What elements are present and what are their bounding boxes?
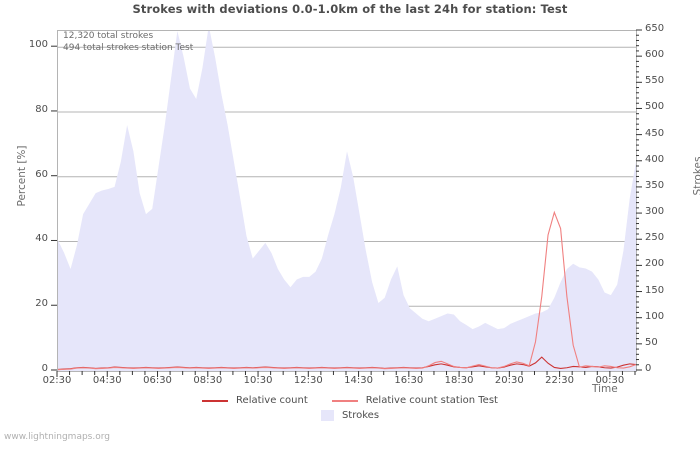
y-axis-right-tick-label: 150 <box>645 284 665 296</box>
y-axis-left-tick-label: 0 <box>41 363 48 374</box>
x-axis-title: Time <box>592 383 618 395</box>
x-axis-tick-label: 04:30 <box>92 375 122 386</box>
y-axis-left-tick-label: 20 <box>35 298 48 310</box>
legend-row-2: Strokes <box>0 408 700 423</box>
x-axis-tick-label: 22:30 <box>545 375 574 386</box>
chart-legend: Relative count Relative count station Te… <box>0 393 700 423</box>
legend-label-relative-count-station: Relative count station Test <box>365 395 498 406</box>
x-axis-tick-label: 06:30 <box>143 375 172 386</box>
y-axis-right-tick-label: 50 <box>645 336 658 348</box>
y-axis-right-title: Strokes <box>692 156 700 196</box>
y-axis-right-tick-label: 650 <box>645 23 665 34</box>
y-axis-right-tick-label: 550 <box>645 75 665 87</box>
y-axis-right-tick-label: 250 <box>645 232 665 244</box>
series-line-relative-count-station <box>58 210 636 371</box>
legend-area-swatch-icon <box>320 410 334 421</box>
x-axis-tick-label: 14:30 <box>344 375 373 386</box>
y-axis-left-title: Percent [%] <box>16 145 28 207</box>
x-axis-tick-label: 18:30 <box>444 375 474 386</box>
legend-line-swatch-icon <box>202 399 229 402</box>
plot-svg <box>58 31 636 371</box>
annotation-station-strokes: 494 total strokes station Test <box>63 43 194 53</box>
legend-label-relative-count: Relative count <box>236 395 308 406</box>
legend-label-strokes: Strokes <box>341 410 380 421</box>
legend-item-relative-count-station[interactable]: Relative count station Test <box>331 395 498 406</box>
y-axis-left-tick-label: 40 <box>35 233 48 245</box>
series-area-strokes <box>58 31 636 371</box>
y-axis-right-tick-label: 300 <box>645 206 665 218</box>
x-axis-tick-label: 10:30 <box>243 375 273 386</box>
x-axis-tick-label: 02:30 <box>42 375 72 386</box>
x-axis-tick-label: 16:30 <box>394 375 424 386</box>
y-axis-right-tick-label: 200 <box>645 258 665 270</box>
y-axis-right-tick-label: 400 <box>645 153 665 165</box>
y-axis-left-tick-label: 60 <box>35 168 48 180</box>
x-axis-tick-label: 12:30 <box>293 375 323 386</box>
annotation-total-strokes: 12,320 total strokes <box>63 31 154 41</box>
legend-item-strokes[interactable]: Strokes <box>320 410 380 421</box>
legend-line-swatch-light-icon <box>331 399 358 402</box>
plot-area <box>57 30 637 372</box>
legend-row-1: Relative count Relative count station Te… <box>0 393 700 408</box>
y-axis-left-tick-label: 80 <box>35 103 48 115</box>
chart-title: Strokes with deviations 0.0-1.0km of the… <box>132 2 568 16</box>
x-axis-tick-label: 08:30 <box>193 375 223 386</box>
y-axis-left-tick-label: 100 <box>28 39 48 51</box>
x-axis-tick-label: 20:30 <box>494 375 524 386</box>
y-axis-right-tick-label: 450 <box>645 127 665 139</box>
y-axis-right-tick-label: 100 <box>645 310 665 322</box>
series-layer <box>58 31 636 371</box>
y-axis-right-tick-label: 350 <box>645 179 665 191</box>
legend-item-relative-count[interactable]: Relative count <box>202 395 308 406</box>
footer-url: www.lightningmaps.org <box>4 432 110 442</box>
y-axis-right-tick-label: 0 <box>645 363 652 374</box>
y-axis-right-tick-label: 500 <box>645 101 665 113</box>
y-axis-right-tick-label: 600 <box>645 49 665 61</box>
x-axis-tick-label: 00:30 <box>595 375 625 386</box>
